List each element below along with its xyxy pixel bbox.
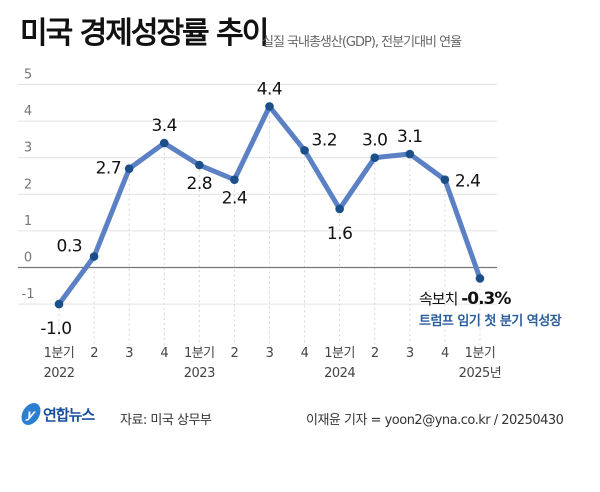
y-tick-label: 4	[24, 104, 32, 119]
data-point	[440, 175, 450, 184]
data-point	[230, 175, 239, 184]
yonhap-logo: y 연합뉴스	[19, 403, 95, 425]
data-label: 4.4	[257, 79, 283, 99]
x-tick-label: 1분기	[44, 346, 75, 361]
x-tick-label: 1분기	[184, 346, 215, 361]
data-point	[89, 252, 99, 261]
data-label: 3.2	[312, 130, 338, 150]
x-tick-label: 4	[441, 346, 449, 361]
credit-text: 이재윤 기자 = yoon2@yna.co.kr / 20250430	[306, 413, 564, 428]
data-label: 2.8	[187, 174, 213, 194]
data-label: 3.1	[397, 127, 423, 147]
data-label: 3.0	[362, 131, 388, 151]
x-year-label: 2022	[43, 366, 74, 381]
data-point	[370, 153, 380, 162]
data-label: 0.3	[57, 237, 83, 257]
x-year-label: 2023	[184, 366, 215, 381]
data-label: 2.7	[96, 159, 122, 179]
x-tick-label: 1분기	[324, 346, 355, 361]
x-tick-label: 3	[125, 346, 133, 361]
logo-text: 연합뉴스	[43, 405, 95, 424]
data-point	[335, 204, 344, 214]
line-chart: 5 4 3 2 1 0 -1 -1.0 0.3 2.7 3.4 2.8 2.4 4.4 3.2 1.6 3.0 3…	[18, 68, 502, 381]
x-tick-label: 2	[231, 346, 239, 361]
data-label: 2.4	[222, 189, 248, 209]
data-label: 3.4	[151, 116, 177, 136]
chart-subtitle: 실질 국내총생산(GDP), 전분기대비 연율	[262, 35, 462, 50]
data-label: 1.6	[327, 224, 353, 244]
data-point	[475, 274, 485, 283]
data-point	[195, 160, 204, 170]
data-point	[124, 164, 134, 173]
y-tick-label: -1	[22, 287, 35, 302]
data-point	[300, 146, 309, 155]
x-tick-label: 3	[406, 346, 414, 361]
y-tick-label: 2	[24, 177, 32, 192]
x-tick-label: 1분기	[465, 346, 496, 361]
x-tick-label: 2	[371, 346, 379, 361]
annotation-note: 트럼프 임기 첫 분기 역성장	[419, 314, 562, 329]
yonhap-logo-icon: y	[19, 403, 43, 425]
data-point	[159, 138, 169, 148]
y-tick-label: 1	[24, 214, 32, 229]
data-label: 2.4	[455, 172, 481, 192]
data-point	[54, 299, 64, 309]
data-point	[405, 149, 415, 159]
data-label: -1.0	[40, 319, 71, 339]
x-tick-label: 2	[90, 346, 98, 361]
y-tick-label: 0	[24, 251, 32, 266]
data-point	[265, 102, 274, 111]
x-tick-label: 4	[160, 346, 168, 361]
x-tick-label: 4	[301, 346, 309, 361]
y-tick-label: 5	[24, 68, 32, 83]
y-tick-label: 3	[24, 141, 32, 156]
x-year-label: 2025년	[459, 366, 502, 381]
source-text: 자료: 미국 상무부	[120, 413, 212, 428]
annotation-preliminary: 속보치 -0.3%	[419, 288, 511, 309]
x-year-label: 2024	[324, 366, 355, 381]
chart-title: 미국 경제성장률 추이	[20, 16, 269, 51]
annotation-value: -0.3%	[461, 289, 511, 309]
x-tick-label: 3	[266, 346, 274, 361]
annotation-prefix: 속보치	[419, 290, 458, 308]
